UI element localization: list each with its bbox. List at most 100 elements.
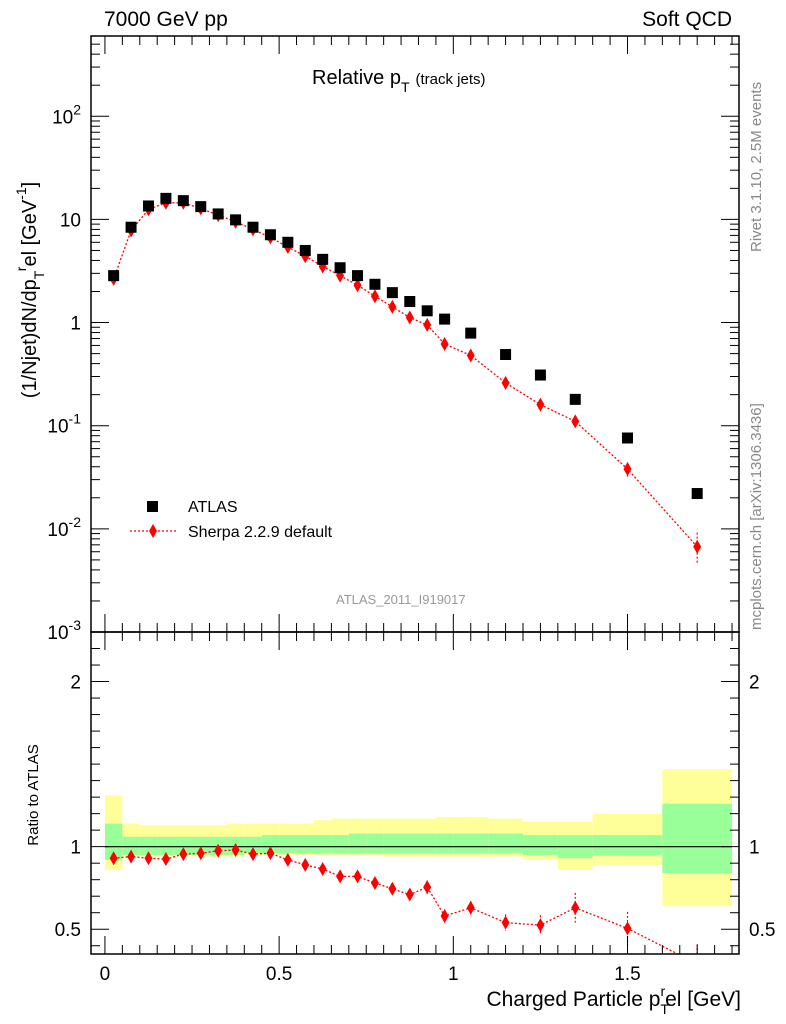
- y-tick-label: 1: [70, 838, 81, 859]
- inner-uncertainty-band: [157, 836, 175, 855]
- ratio-point: [536, 918, 545, 933]
- atlas-point: [264, 229, 276, 241]
- ratio-plot-tick-labels: 0 0.5 1 1.5 0.5 0.5 1 1 2 2: [55, 673, 776, 985]
- ratio-point: [318, 861, 327, 876]
- ratio-point: [249, 847, 257, 862]
- ratio-point: [231, 842, 240, 857]
- main-plot-tick-labels: 10-3 10-2 10-1 1 10 102: [47, 101, 81, 644]
- mc-point: [440, 336, 449, 351]
- main-plot-panel: 10-3 10-2 10-1 1 10 102 Relative pT (track jet…: [13, 35, 740, 644]
- atlas-point: [160, 192, 172, 204]
- mc-point: [571, 414, 580, 429]
- atlas-point: [622, 432, 634, 444]
- inner-uncertainty-band: [261, 835, 280, 854]
- atlas-point: [691, 488, 703, 500]
- atlas-point: [125, 221, 137, 233]
- ratio-point: [440, 909, 449, 924]
- ratio-point: [501, 915, 510, 930]
- ratio-plot-ticks: [91, 631, 739, 954]
- atlas-point: [230, 214, 242, 226]
- ratio-point: [623, 921, 632, 936]
- inner-uncertainty-band: [418, 833, 436, 854]
- ratio-plot-panel: 0 0.5 1 1.5 0.5 0.5 1 1 2 2 Ratio to ATLAS Charge…: [25, 631, 776, 1017]
- ratio-point: [301, 857, 310, 872]
- mc-line: [112, 202, 698, 548]
- inner-uncertainty-band: [488, 833, 523, 854]
- inner-uncertainty-band: [383, 833, 402, 854]
- y-tick-label: 10-1: [47, 411, 81, 438]
- ratio-point: [466, 900, 475, 915]
- mc-point: [388, 299, 397, 314]
- atlas-point: [569, 393, 581, 405]
- ratio-point: [571, 900, 580, 915]
- inner-uncertainty-band: [435, 833, 454, 854]
- analysis-id-label: ATLAS_2011_I919017: [336, 592, 466, 607]
- y-tick-label: 0.5: [55, 920, 81, 941]
- y-tick-label: 102: [52, 101, 81, 128]
- ratio-series: [109, 842, 698, 954]
- y-tick-label: 1: [70, 314, 81, 335]
- ratio-point: [144, 851, 153, 866]
- atlas-point: [195, 201, 207, 213]
- atlas-point: [212, 208, 224, 220]
- inner-uncertainty-band: [366, 833, 384, 854]
- atlas-point: [439, 313, 451, 325]
- atlas-point: [282, 236, 294, 248]
- ratio-point: [283, 852, 292, 867]
- legend-label-sherpa: Sherpa 2.2.9 default: [188, 524, 333, 541]
- inner-uncertainty-band: [662, 803, 733, 874]
- x-tick-label: 1.5: [614, 964, 640, 985]
- inner-uncertainty-band: [174, 836, 193, 855]
- y-tick-label-right: 2: [749, 673, 760, 694]
- ratio-point: [353, 869, 362, 884]
- inner-uncertainty-band: [192, 836, 210, 855]
- ratio-point: [109, 851, 118, 866]
- inner-uncertainty-band: [279, 835, 297, 854]
- process-label: Soft QCD: [642, 8, 732, 31]
- atlas-point: [500, 349, 512, 361]
- main-plot-ticks: [91, 35, 739, 633]
- inner-uncertainty-band: [104, 823, 123, 860]
- mc-point: [501, 375, 510, 390]
- mc-point: [370, 289, 379, 304]
- energy-label: 7000 GeV pp: [104, 8, 228, 31]
- atlas-point: [299, 244, 311, 256]
- x-axis-label: Charged Particle pTrel [GeV]: [486, 983, 741, 1017]
- mc-point: [405, 310, 414, 325]
- atlas-point: [352, 270, 364, 282]
- y-tick-label-right: 1: [749, 838, 760, 859]
- atlas-point: [369, 278, 381, 290]
- ratio-point: [336, 869, 345, 884]
- y-tick-label: 10-2: [47, 514, 81, 541]
- inner-uncertainty-band: [122, 836, 140, 855]
- ratio-point: [196, 846, 205, 861]
- x-tick-label: 0: [100, 964, 111, 985]
- atlas-point: [142, 200, 154, 212]
- atlas-point: [404, 296, 416, 308]
- atlas-point: [334, 262, 346, 274]
- ratio-point: [388, 881, 397, 896]
- ratio-point: [127, 849, 136, 864]
- plot-title: Relative pT (track jets): [312, 67, 486, 95]
- mc-point: [423, 317, 432, 332]
- ratio-uncertainty-bands: [104, 769, 733, 907]
- inner-uncertainty-band: [592, 835, 663, 855]
- inner-uncertainty-band: [296, 835, 314, 854]
- legend-marker-atlas: [147, 501, 158, 512]
- legend-marker-sherpa: [149, 524, 157, 538]
- atlas-point: [247, 221, 259, 233]
- main-plot-frame: [90, 35, 740, 633]
- inner-uncertainty-band: [453, 833, 489, 854]
- legend-label-atlas: ATLAS: [188, 499, 238, 516]
- atlas-point: [465, 327, 477, 339]
- inner-uncertainty-band: [139, 836, 158, 855]
- ratio-point: [214, 843, 223, 858]
- atlas-point: [386, 287, 398, 299]
- inner-uncertainty-band: [401, 833, 419, 854]
- inner-uncertainty-band: [348, 833, 367, 854]
- inner-uncertainty-band: [331, 835, 349, 854]
- x-tick-label: 1: [448, 964, 459, 985]
- mc-point: [536, 397, 545, 412]
- atlas-point: [177, 195, 189, 207]
